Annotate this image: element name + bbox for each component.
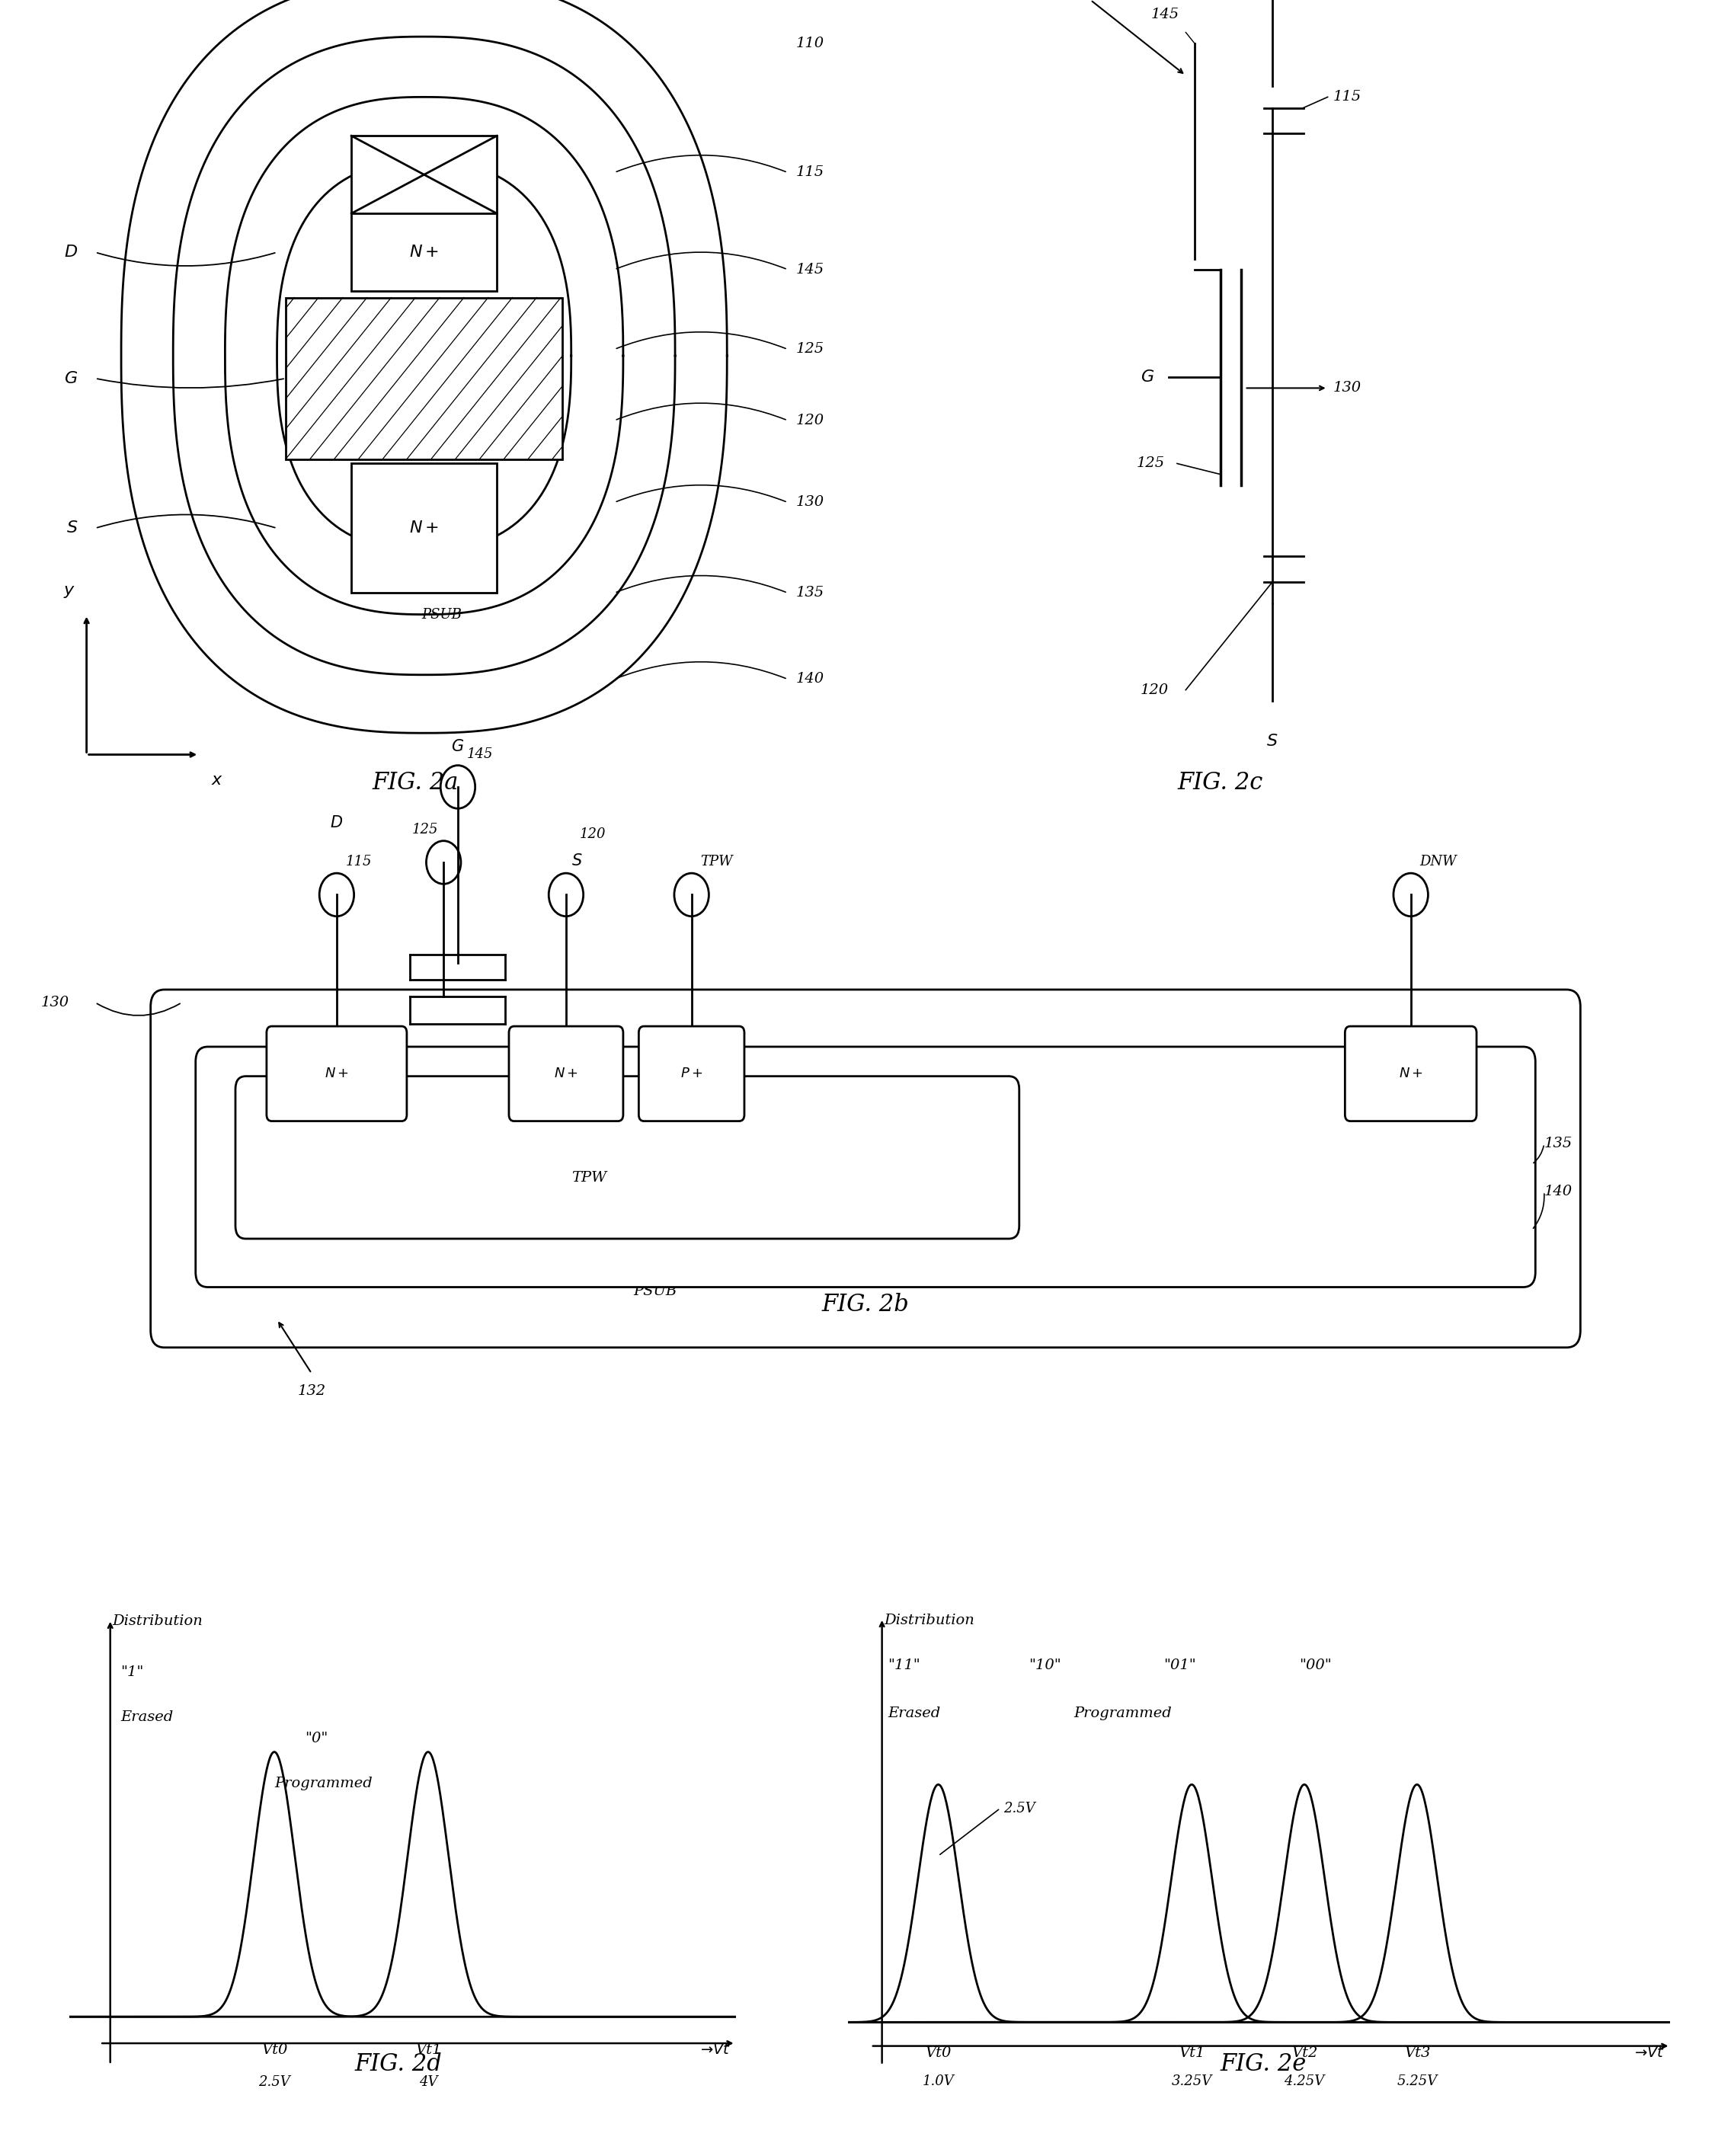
FancyBboxPatch shape [639, 1026, 744, 1121]
Text: FIG. 2d: FIG. 2d [355, 2053, 441, 2076]
Text: Vt1: Vt1 [1179, 2046, 1205, 2059]
Text: $S$: $S$ [1267, 733, 1277, 750]
Text: 120: 120 [1141, 683, 1168, 696]
Text: 110: 110 [796, 37, 824, 50]
Bar [351, 464, 497, 593]
Text: "1": "1" [121, 1667, 144, 1680]
Text: "11": "11" [888, 1658, 921, 1673]
Text: 135: 135 [1544, 1136, 1572, 1151]
Text: $S$: $S$ [571, 854, 582, 869]
Text: 115: 115 [796, 166, 824, 179]
Bar [351, 136, 497, 291]
Text: Erased: Erased [888, 1705, 940, 1720]
Text: 120: 120 [796, 414, 824, 427]
Text: 130: 130 [42, 996, 69, 1009]
FancyBboxPatch shape [1345, 1026, 1477, 1121]
Text: Programmed: Programmed [273, 1777, 372, 1789]
Text: 115: 115 [344, 856, 372, 869]
Text: PSUB: PSUB [421, 608, 462, 621]
FancyBboxPatch shape [151, 990, 1580, 1348]
Text: Vt1: Vt1 [415, 2044, 441, 2057]
Text: Vt0: Vt0 [261, 2044, 287, 2057]
Text: 145: 145 [796, 263, 824, 276]
Text: DNW: DNW [1419, 856, 1456, 869]
Text: 2.5V: 2.5V [258, 2074, 291, 2089]
Text: 145: 145 [1151, 9, 1179, 22]
Text: $P+$: $P+$ [680, 1067, 703, 1080]
Text: $→ Vt$: $→ Vt$ [1634, 2046, 1665, 2059]
Text: FIG. 2a: FIG. 2a [372, 772, 459, 793]
Text: TPW: TPW [426, 425, 457, 438]
Text: FIG. 2e: FIG. 2e [1220, 2053, 1307, 2076]
Text: Vt3: Vt3 [1404, 2046, 1430, 2059]
Text: 125: 125 [1137, 457, 1165, 470]
Bar [286, 298, 563, 459]
Text: $→ Vt$: $→ Vt$ [699, 2044, 730, 2057]
Text: $y$: $y$ [62, 582, 76, 599]
Text: $N+$: $N+$ [409, 520, 440, 537]
Bar [286, 298, 563, 459]
FancyBboxPatch shape [235, 1076, 1020, 1240]
Text: 125: 125 [412, 824, 438, 837]
Text: FIG. 2c: FIG. 2c [1177, 772, 1264, 793]
Text: $D$: $D$ [331, 815, 343, 830]
Text: TPW: TPW [701, 856, 732, 869]
Text: 145: 145 [467, 748, 493, 761]
Text: 4.25V: 4.25V [1284, 2074, 1324, 2089]
Text: 132: 132 [298, 1384, 325, 1397]
Text: 120: 120 [580, 828, 606, 841]
Text: $N+$: $N+$ [554, 1067, 578, 1080]
Text: Distribution: Distribution [885, 1613, 975, 1628]
Text: 3.25V: 3.25V [1172, 2074, 1212, 2089]
Text: 1.0V: 1.0V [923, 2074, 954, 2089]
Text: $G$: $G$ [64, 371, 78, 386]
Text: 130: 130 [1333, 382, 1361, 395]
FancyBboxPatch shape [196, 1048, 1535, 1287]
Text: 140: 140 [1544, 1186, 1572, 1199]
Text: $N+$: $N+$ [1399, 1067, 1423, 1080]
Text: Vt0: Vt0 [924, 2046, 952, 2059]
Text: "00": "00" [1298, 1658, 1331, 1673]
Text: 135: 135 [796, 586, 824, 599]
Text: $x$: $x$ [211, 772, 223, 789]
Text: $G$: $G$ [452, 740, 464, 755]
Text: $N+$: $N+$ [409, 244, 440, 261]
FancyBboxPatch shape [267, 1026, 407, 1121]
Text: "01": "01" [1163, 1658, 1196, 1673]
Text: "10": "10" [1028, 1658, 1061, 1673]
Text: 115: 115 [1333, 91, 1361, 103]
Text: $G$: $G$ [1141, 369, 1155, 386]
Text: Programmed: Programmed [1073, 1705, 1172, 1720]
Bar [286, 298, 563, 459]
Text: 4V: 4V [419, 2074, 438, 2089]
Text: "0": "0" [305, 1731, 329, 1746]
Text: FIG. 2b: FIG. 2b [822, 1294, 909, 1315]
Bar [351, 464, 497, 593]
Text: $N+$: $N+$ [324, 1067, 350, 1080]
Text: 2.5V: 2.5V [1004, 1802, 1035, 1815]
Text: Erased: Erased [121, 1710, 173, 1725]
Text: PSUB: PSUB [634, 1285, 677, 1298]
Text: 130: 130 [796, 496, 824, 509]
Text: Vt2: Vt2 [1291, 2046, 1317, 2059]
Text: DNW: DNW [635, 1203, 675, 1216]
Text: $D$: $D$ [64, 244, 78, 261]
Bar [351, 136, 497, 291]
Text: $S$: $S$ [66, 520, 78, 537]
Text: 5.25V: 5.25V [1397, 2074, 1437, 2089]
Text: Distribution: Distribution [113, 1615, 203, 1628]
Text: 125: 125 [796, 343, 824, 356]
FancyBboxPatch shape [509, 1026, 623, 1121]
Text: TPW: TPW [571, 1171, 608, 1186]
Text: DNW: DNW [422, 500, 460, 513]
Text: 140: 140 [796, 673, 824, 686]
